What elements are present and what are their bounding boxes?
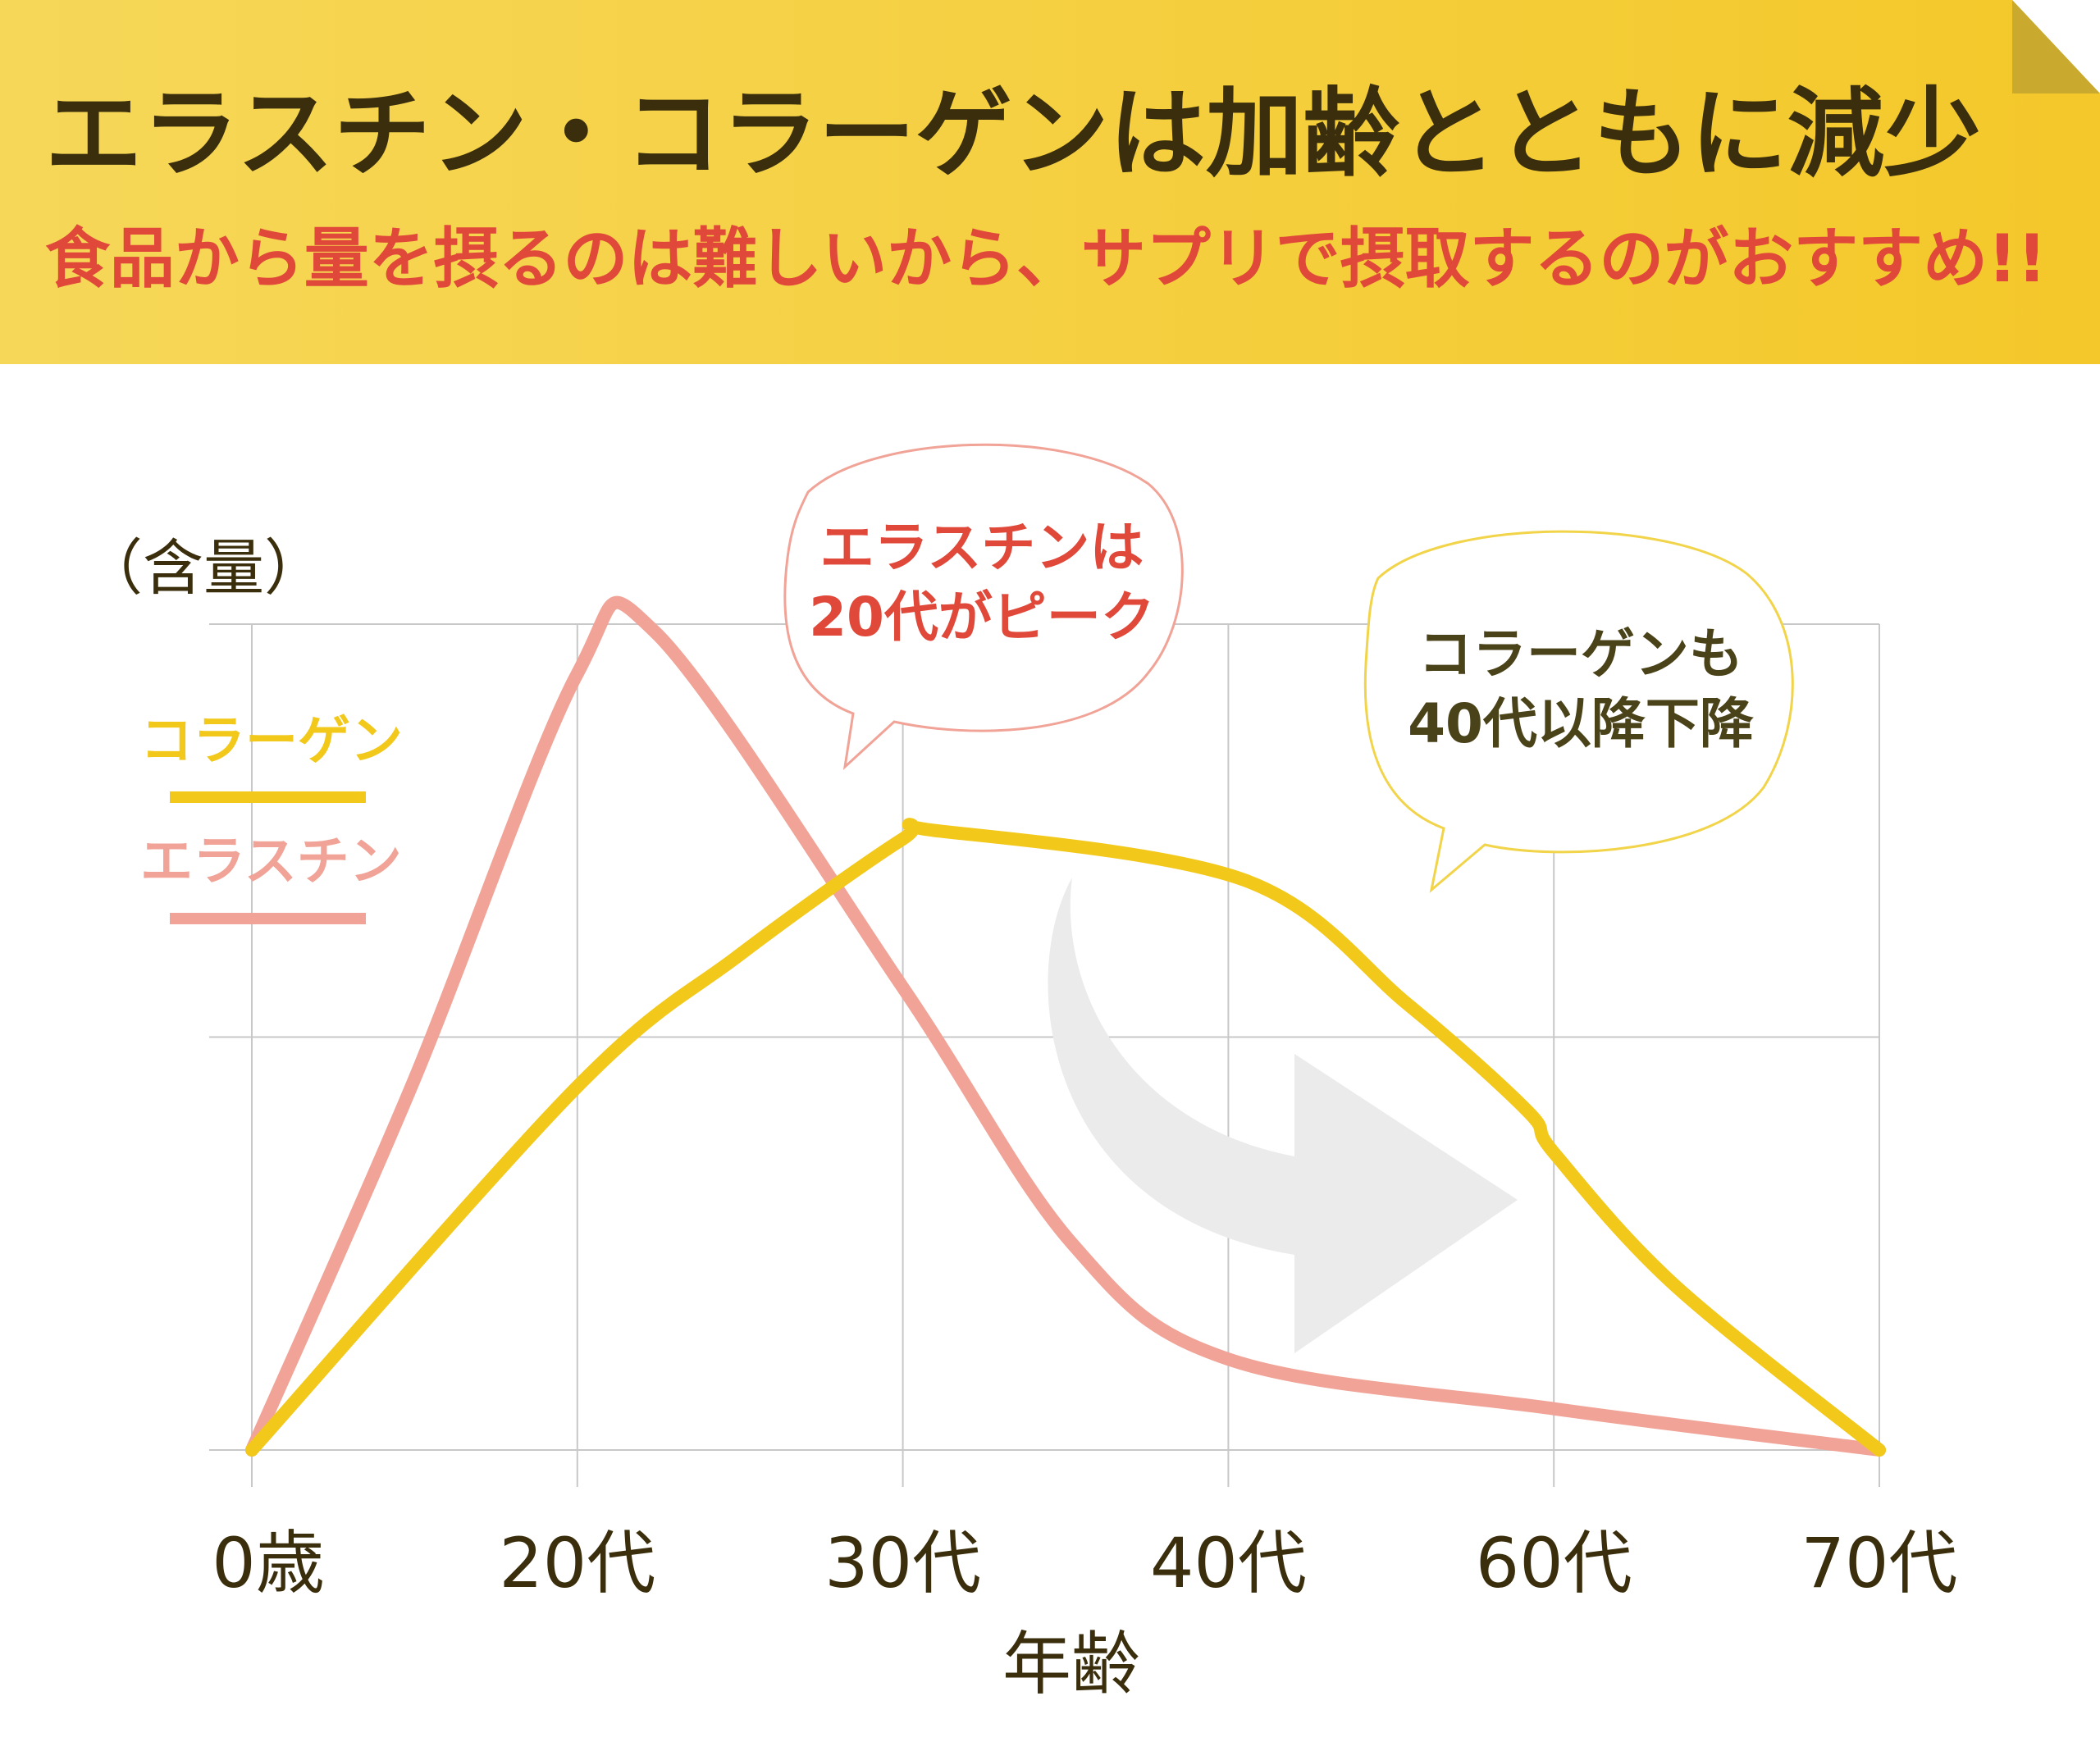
x-tick-label: 60代: [1476, 1523, 1632, 1603]
decline-arrow: [1048, 878, 1518, 1353]
annotation-elastin-line1: エラスチンは: [820, 516, 1144, 579]
x-tick-label: 70代: [1801, 1523, 1958, 1603]
series-group: [245, 595, 1886, 1457]
annotation-elastin-line2: 20代がピーク: [809, 586, 1155, 649]
x-tick-labels: 0歳 20代 30代 40代 60代 70代: [212, 1523, 1957, 1603]
x-tick-label: 20代: [499, 1523, 655, 1603]
x-tick-label: 0歳: [212, 1523, 324, 1603]
annotation-collagen-line1: コラーゲンも: [1418, 622, 1743, 686]
x-tick-label: 30代: [824, 1523, 981, 1603]
legend: コラーゲン エラスチン: [140, 711, 403, 924]
legend-label-elastin: エラスチン: [140, 832, 402, 892]
annotation-elastin: エラスチンは 20代がピーク: [783, 443, 1184, 770]
series-line-collagen: [245, 818, 1886, 1457]
page-subtitle: 食品から量を摂るのは難しいから、サプリで摂取するのがおすすめ!!: [45, 221, 2047, 297]
legend-label-collagen: コラーゲン: [140, 711, 403, 772]
annotation-collagen: コラーゲンも 40代以降下降: [1363, 530, 1794, 893]
header-banner: エラスチン・コラーゲンは加齢とともに減少 食品から量を摂るのは難しいから、サプリ…: [0, 0, 2100, 364]
annotation-collagen-line2: 40代以降下降: [1408, 692, 1754, 755]
page-title: エラスチン・コラーゲンは加齢とともに減少: [45, 76, 1981, 190]
folded-corner: [2012, 0, 2100, 93]
y-axis-label: （含量）: [82, 533, 325, 604]
x-axis-label: 年齢: [1002, 1624, 1140, 1704]
x-tick-label: 40代: [1150, 1523, 1307, 1603]
series-line-elastin: [245, 595, 1886, 1457]
